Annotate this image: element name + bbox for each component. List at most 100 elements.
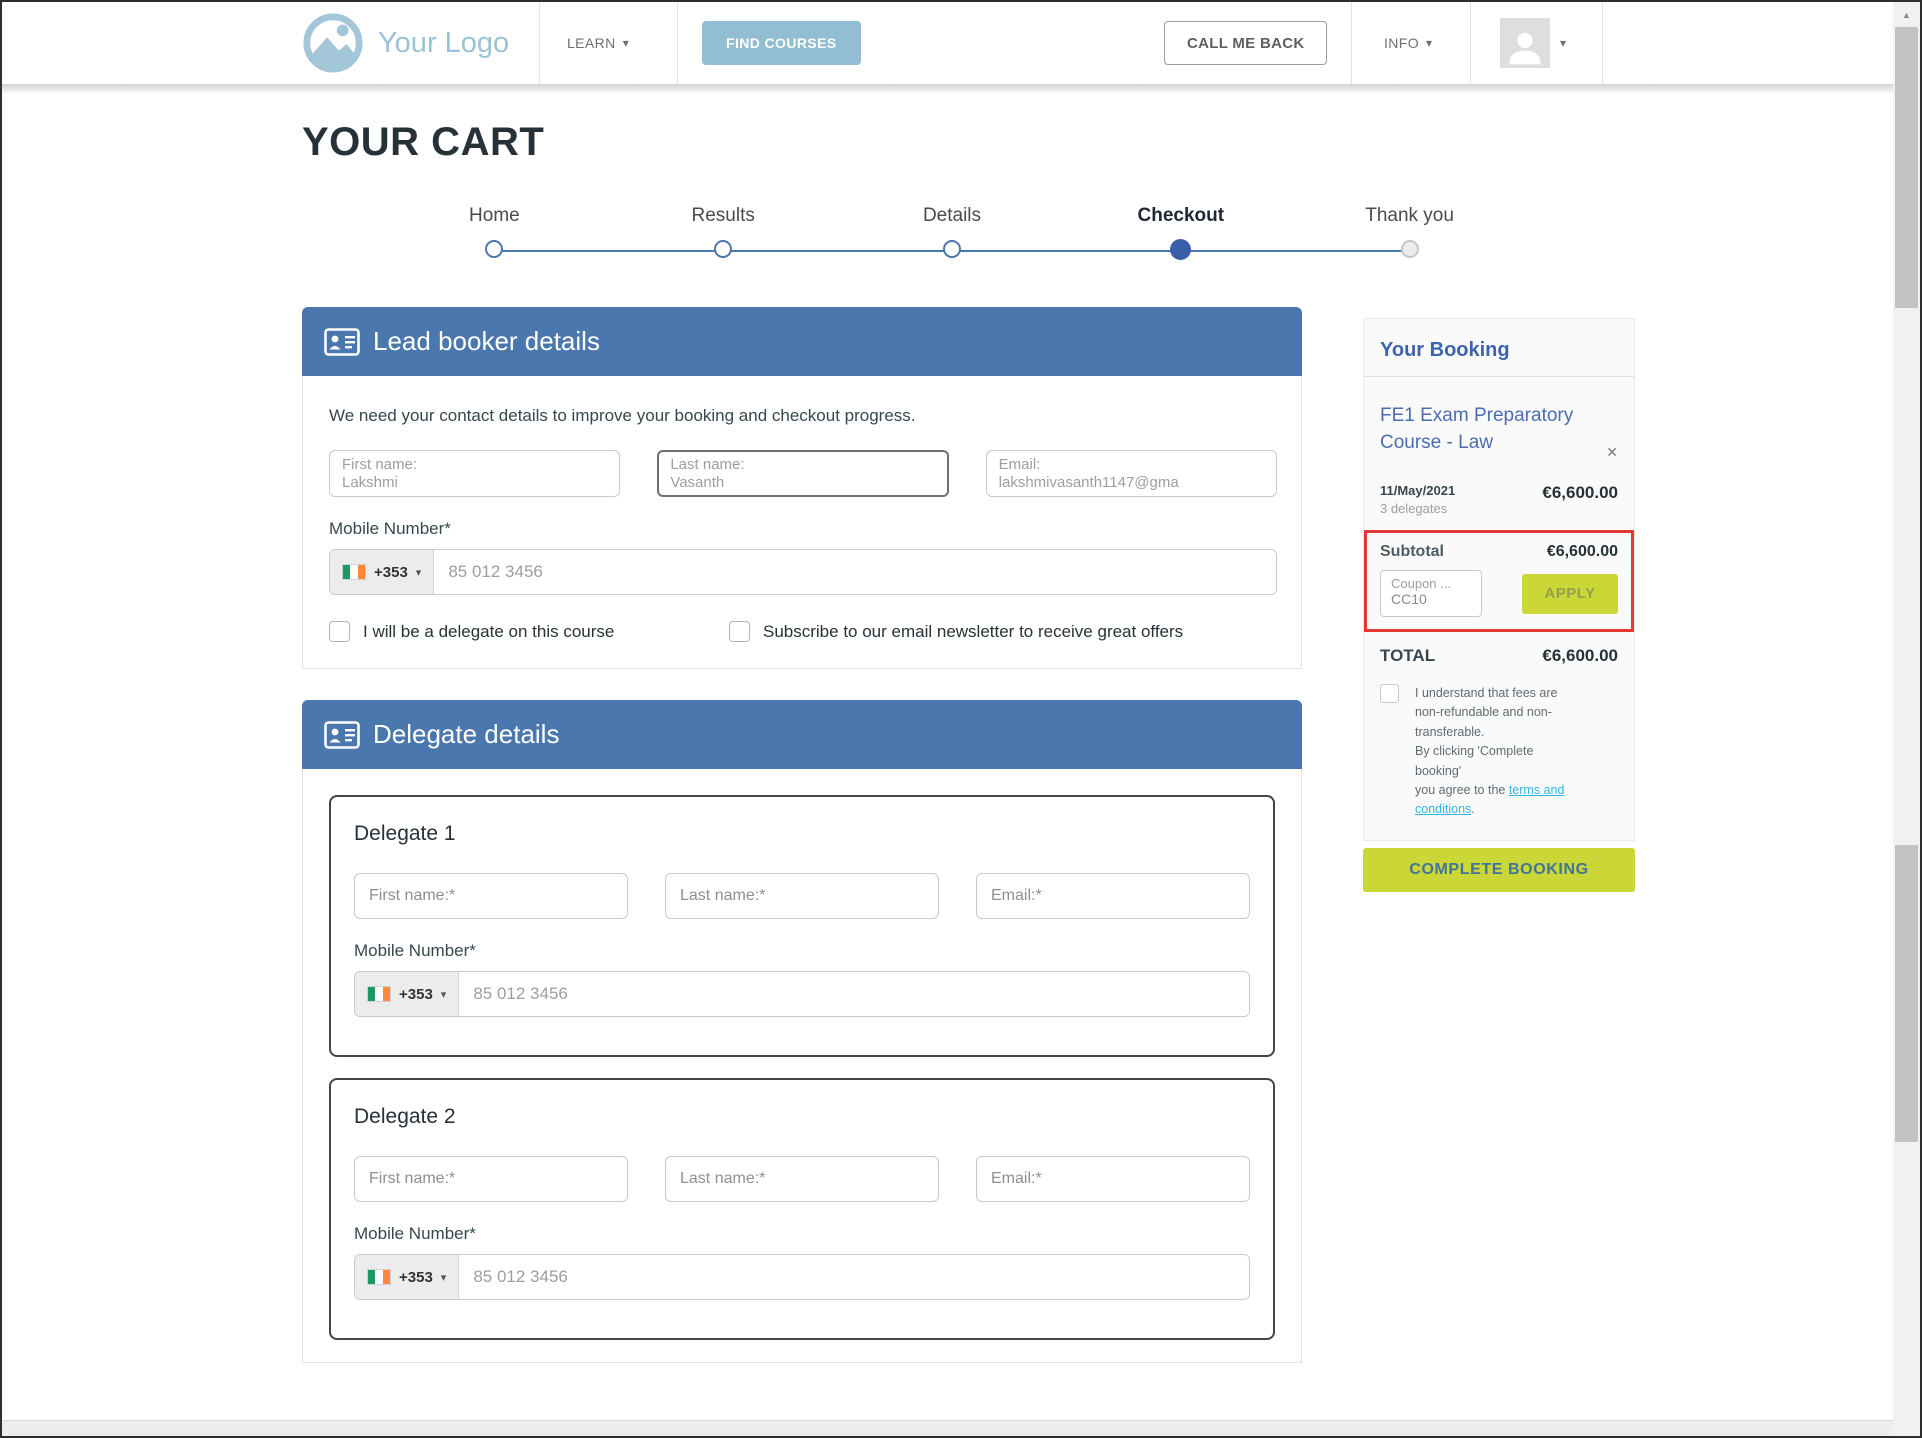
coupon-placeholder: Coupon ...	[1391, 576, 1451, 591]
email-value: lakshmivasanth1147@gma	[998, 474, 1179, 491]
ireland-flag-icon	[367, 986, 391, 1002]
newsletter-checkbox-label: Subscribe to our email newsletter to rec…	[763, 621, 1184, 641]
find-courses-button[interactable]: FIND COURSES	[702, 21, 861, 65]
email-field[interactable]: Email: lakshmivasanth1147@gma	[985, 450, 1277, 497]
step-dot-home[interactable]	[485, 240, 504, 258]
course-name-link[interactable]: FE1 Exam Preparatory Course - Law	[1380, 405, 1574, 453]
delegate-2-first-name-input[interactable]	[354, 1156, 628, 1202]
nav-info-label: INFO	[1384, 35, 1420, 51]
scroll-up-arrow-icon[interactable]: ▲	[1893, 2, 1920, 27]
delegate-checkbox-label: I will be a delegate on this course	[363, 621, 615, 641]
total-label: TOTAL	[1380, 646, 1436, 665]
delegate-1-last-name-input[interactable]	[665, 873, 939, 919]
country-code-selector[interactable]: +353 ▾	[355, 972, 460, 1016]
lead-booker-header: Lead booker details	[302, 307, 1302, 376]
country-code-selector[interactable]: +353 ▾	[355, 1255, 460, 1299]
booking-sidebar: Your Booking FE1 Exam Preparatory Course…	[1363, 318, 1635, 892]
chevron-down-icon: ▾	[1426, 36, 1433, 50]
delegate-1-title: Delegate 1	[354, 822, 456, 845]
delegate-1-mobile-label: Mobile Number*	[354, 941, 476, 960]
step-dot-details[interactable]	[942, 240, 961, 258]
vertical-scrollbar[interactable]: ▲	[1893, 2, 1920, 1436]
page-title: YOUR CART	[302, 120, 545, 164]
lead-booker-intro: We need your contact details to improve …	[329, 406, 916, 425]
ireland-flag-icon	[342, 564, 366, 580]
booking-card: Your Booking FE1 Exam Preparatory Course…	[1363, 318, 1635, 841]
mobile-number-field: +353 ▾	[329, 549, 1277, 595]
chevron-down-icon: ▾	[622, 36, 630, 50]
scrollbar-thumb[interactable]	[1895, 845, 1918, 1142]
delegate-2-box: Delegate 2 Mobile Number* +353 ▾	[329, 1078, 1275, 1340]
course-delegates: 3 delegates	[1380, 501, 1448, 516]
delegate-1-first-name-input[interactable]	[354, 873, 628, 919]
remove-course-icon[interactable]: ✕	[1606, 444, 1618, 460]
subtotal-label: Subtotal	[1380, 543, 1444, 560]
checkout-stepper: Home Results Details Checkout Thank you	[380, 205, 1524, 262]
mobile-number-label: Mobile Number*	[329, 519, 451, 538]
id-card-icon	[324, 327, 360, 356]
dial-code: +353	[399, 1268, 433, 1286]
step-dot-results[interactable]	[714, 240, 733, 258]
call-me-back-button[interactable]: CALL ME BACK	[1164, 21, 1328, 65]
chevron-down-icon: ▾	[440, 988, 447, 1001]
nav-learn[interactable]: LEARN ▾	[567, 2, 629, 84]
delegate-2-last-name-input[interactable]	[665, 1156, 939, 1202]
newsletter-checkbox[interactable]	[729, 621, 750, 642]
step-label-results: Results	[691, 205, 755, 226]
delegate-2-phone-input[interactable]	[459, 1255, 1249, 1299]
logo[interactable]: Your Logo	[302, 2, 509, 84]
nav-info[interactable]: INFO ▾	[1384, 2, 1432, 84]
id-card-icon	[324, 720, 360, 749]
complete-booking-button[interactable]: COMPLETE BOOKING	[1363, 847, 1635, 892]
terms-line-3: you agree to the	[1415, 782, 1509, 797]
delegate-2-title: Delegate 2	[354, 1105, 456, 1128]
step-label-home: Home	[469, 205, 520, 226]
delegate-1-phone-input[interactable]	[459, 972, 1249, 1016]
delegate-2-email-input[interactable]	[976, 1156, 1250, 1202]
dial-code: +353	[399, 985, 433, 1003]
lead-booker-panel: Lead booker details We need your contact…	[302, 307, 1302, 669]
delegate-1-box: Delegate 1 Mobile Number* +353 ▾	[329, 795, 1275, 1057]
last-name-field[interactable]: Last name: Vasanth	[657, 450, 949, 497]
step-label-checkout: Checkout	[1137, 205, 1225, 226]
terms-checkbox[interactable]	[1380, 684, 1399, 703]
delegate-2-mobile-field: +353 ▾	[354, 1254, 1250, 1300]
delegate-checkbox[interactable]	[329, 621, 350, 642]
nav-learn-label: LEARN	[567, 35, 616, 51]
last-name-label: Last name:	[670, 456, 745, 473]
course-date: 11/May/2021	[1380, 483, 1456, 498]
country-code-selector[interactable]: +353 ▾	[330, 550, 435, 594]
step-label-details: Details	[922, 205, 982, 226]
logo-text: Your Logo	[378, 26, 510, 59]
header-divider	[677, 2, 678, 84]
terms-and-conditions-link[interactable]: terms and conditions	[1415, 782, 1565, 817]
step-dot-thankyou[interactable]	[1400, 240, 1419, 258]
course-price: €6,600.00	[1542, 483, 1618, 502]
header-divider	[1351, 2, 1352, 84]
step-label-thankyou: Thank you	[1365, 205, 1454, 226]
header-divider	[539, 2, 540, 84]
delegate-1-email-input[interactable]	[976, 873, 1250, 919]
first-name-value: Lakshmi	[342, 474, 398, 491]
terms-line-2: By clicking 'Complete booking'	[1415, 744, 1534, 778]
booking-title: Your Booking	[1364, 319, 1634, 377]
phone-input[interactable]	[434, 550, 1276, 594]
last-name-value: Vasanth	[670, 474, 725, 491]
scrollbar-thumb[interactable]	[1895, 27, 1918, 308]
ireland-flag-icon	[367, 1269, 391, 1285]
horizontal-scrollbar-track[interactable]	[2, 1420, 1895, 1436]
delegate-details-title: Delegate details	[373, 719, 560, 749]
apply-coupon-button[interactable]: APPLY	[1522, 573, 1618, 614]
delegate-1-mobile-field: +353 ▾	[354, 971, 1250, 1017]
terms-suffix: .	[1471, 802, 1475, 817]
step-dot-checkout[interactable]	[1170, 239, 1192, 260]
app-header: Your Logo LEARN ▾ FIND COURSES CALL ME B…	[2, 2, 1920, 84]
first-name-field[interactable]: First name: Lakshmi	[329, 450, 621, 497]
chevron-down-icon: ▾	[415, 566, 422, 579]
subtotal-value: €6,600.00	[1546, 543, 1618, 560]
coupon-input[interactable]: Coupon ... CC10	[1380, 570, 1482, 617]
account-menu[interactable]: ▾	[1500, 2, 1566, 84]
email-label: Email:	[998, 456, 1041, 473]
first-name-label: First name:	[342, 456, 418, 473]
delegate-2-mobile-label: Mobile Number*	[354, 1224, 476, 1243]
